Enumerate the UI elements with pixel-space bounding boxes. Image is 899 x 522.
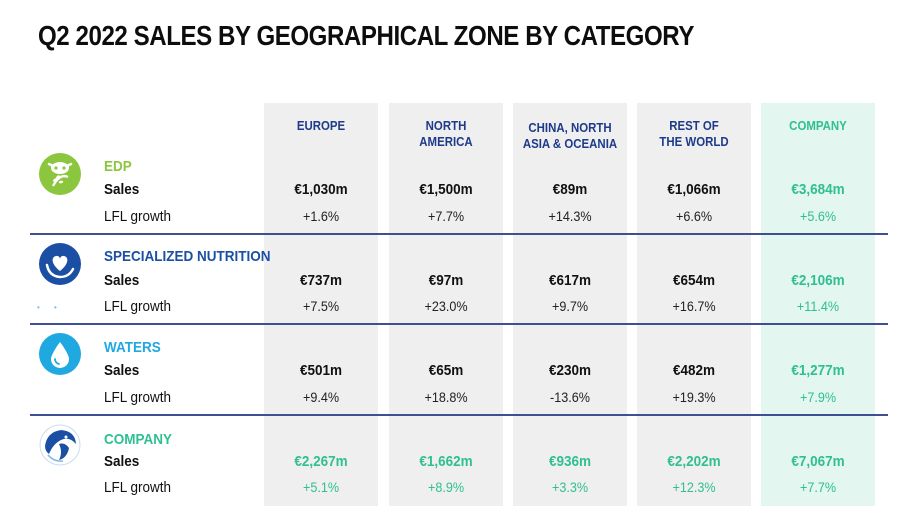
waters-sales-europe: €501m (299, 362, 343, 379)
row-label-sales: Sales (104, 453, 140, 470)
edp-growth-north-america: +7.7% (427, 208, 465, 224)
sn-growth-rest-of-world: +16.7% (672, 298, 716, 314)
row-divider (30, 323, 888, 325)
column-bg-company (761, 103, 875, 506)
edp-growth-china-asia-oceania: +14.3% (548, 208, 592, 224)
column-header-europe: EUROPE (296, 118, 346, 133)
waters-growth-china-asia-oceania: -13.6% (550, 389, 590, 405)
edp-sales-china-asia-oceania: €89m (552, 181, 588, 198)
waters-sales-rest-of-world: €482m (672, 362, 716, 379)
company-logo-icon (39, 424, 81, 466)
sn-sales-company: €2,106m (791, 272, 845, 289)
sn-growth-north-america: +23.0% (424, 298, 468, 314)
row-label-lfl-growth: LFL growth (104, 298, 172, 315)
column-header-north-america: NORTH AMERICA (419, 118, 473, 149)
company-sales-company: €7,067m (791, 453, 845, 470)
column-header-china-asia-oceania: CHINA, NORTH ASIA & OCEANIA (522, 120, 618, 151)
sn-sales-north-america: €97m (428, 272, 464, 289)
company-growth-rest-of-world: +12.3% (672, 479, 716, 495)
column-bg-rest-of-world (637, 103, 751, 506)
column-header-company: COMPANY (789, 118, 847, 133)
row-label-sales: Sales (104, 181, 140, 198)
column-bg-north-america (389, 103, 503, 506)
sn-sales-china-asia-oceania: €617m (548, 272, 592, 289)
heart-hand-icon (39, 243, 81, 285)
column-bg-china-asia-oceania (513, 103, 627, 506)
company-sales-rest-of-world: €2,202m (667, 453, 721, 470)
sn-growth-europe: +7.5% (302, 298, 340, 314)
waters-growth-company: +7.9% (799, 389, 837, 405)
edp-sales-north-america: €1,500m (419, 181, 473, 198)
company-growth-europe: +5.1% (302, 479, 340, 495)
edp-sales-rest-of-world: €1,066m (667, 181, 721, 198)
edp-sales-company: €3,684m (791, 181, 845, 198)
decorative-dots: • • (37, 303, 63, 312)
water-drop-icon (39, 333, 81, 375)
row-divider (30, 233, 888, 235)
category-name-specialized-nutrition: SPECIALIZED NUTRITION (104, 248, 271, 265)
waters-growth-rest-of-world: +19.3% (672, 389, 716, 405)
edp-growth-company: +5.6% (799, 208, 837, 224)
edp-growth-rest-of-world: +6.6% (675, 208, 713, 224)
edp-sales-europe: €1,030m (294, 181, 348, 198)
row-label-lfl-growth: LFL growth (104, 479, 172, 496)
company-growth-china-asia-oceania: +3.3% (551, 479, 589, 495)
sn-growth-china-asia-oceania: +9.7% (551, 298, 589, 314)
column-bg-europe (264, 103, 378, 506)
company-growth-company: +7.7% (799, 479, 837, 495)
category-name-waters: WATERS (104, 339, 161, 356)
company-growth-north-america: +8.9% (427, 479, 465, 495)
company-sales-china-asia-oceania: €936m (548, 453, 592, 470)
sn-growth-company: +11.4% (796, 298, 840, 314)
waters-growth-europe: +9.4% (302, 389, 340, 405)
company-sales-europe: €2,267m (294, 453, 348, 470)
row-label-sales: Sales (104, 362, 140, 379)
category-name-company: COMPANY (104, 431, 173, 448)
row-label-lfl-growth: LFL growth (104, 389, 172, 406)
row-label-lfl-growth: LFL growth (104, 208, 172, 225)
edp-wheat-cow-icon (39, 153, 81, 195)
company-sales-north-america: €1,662m (419, 453, 473, 470)
waters-sales-china-asia-oceania: €230m (548, 362, 592, 379)
page-title: Q2 2022 SALES BY GEOGRAPHICAL ZONE BY CA… (38, 20, 694, 51)
waters-sales-north-america: €65m (428, 362, 464, 379)
sn-sales-europe: €737m (299, 272, 343, 289)
column-header-rest-of-world: REST OF THE WORLD (659, 118, 729, 149)
row-divider (30, 414, 888, 416)
category-name-edp: EDP (104, 158, 132, 175)
sn-sales-rest-of-world: €654m (672, 272, 716, 289)
edp-growth-europe: +1.6% (302, 208, 340, 224)
waters-sales-company: €1,277m (791, 362, 845, 379)
waters-growth-north-america: +18.8% (424, 389, 468, 405)
row-label-sales: Sales (104, 272, 140, 289)
